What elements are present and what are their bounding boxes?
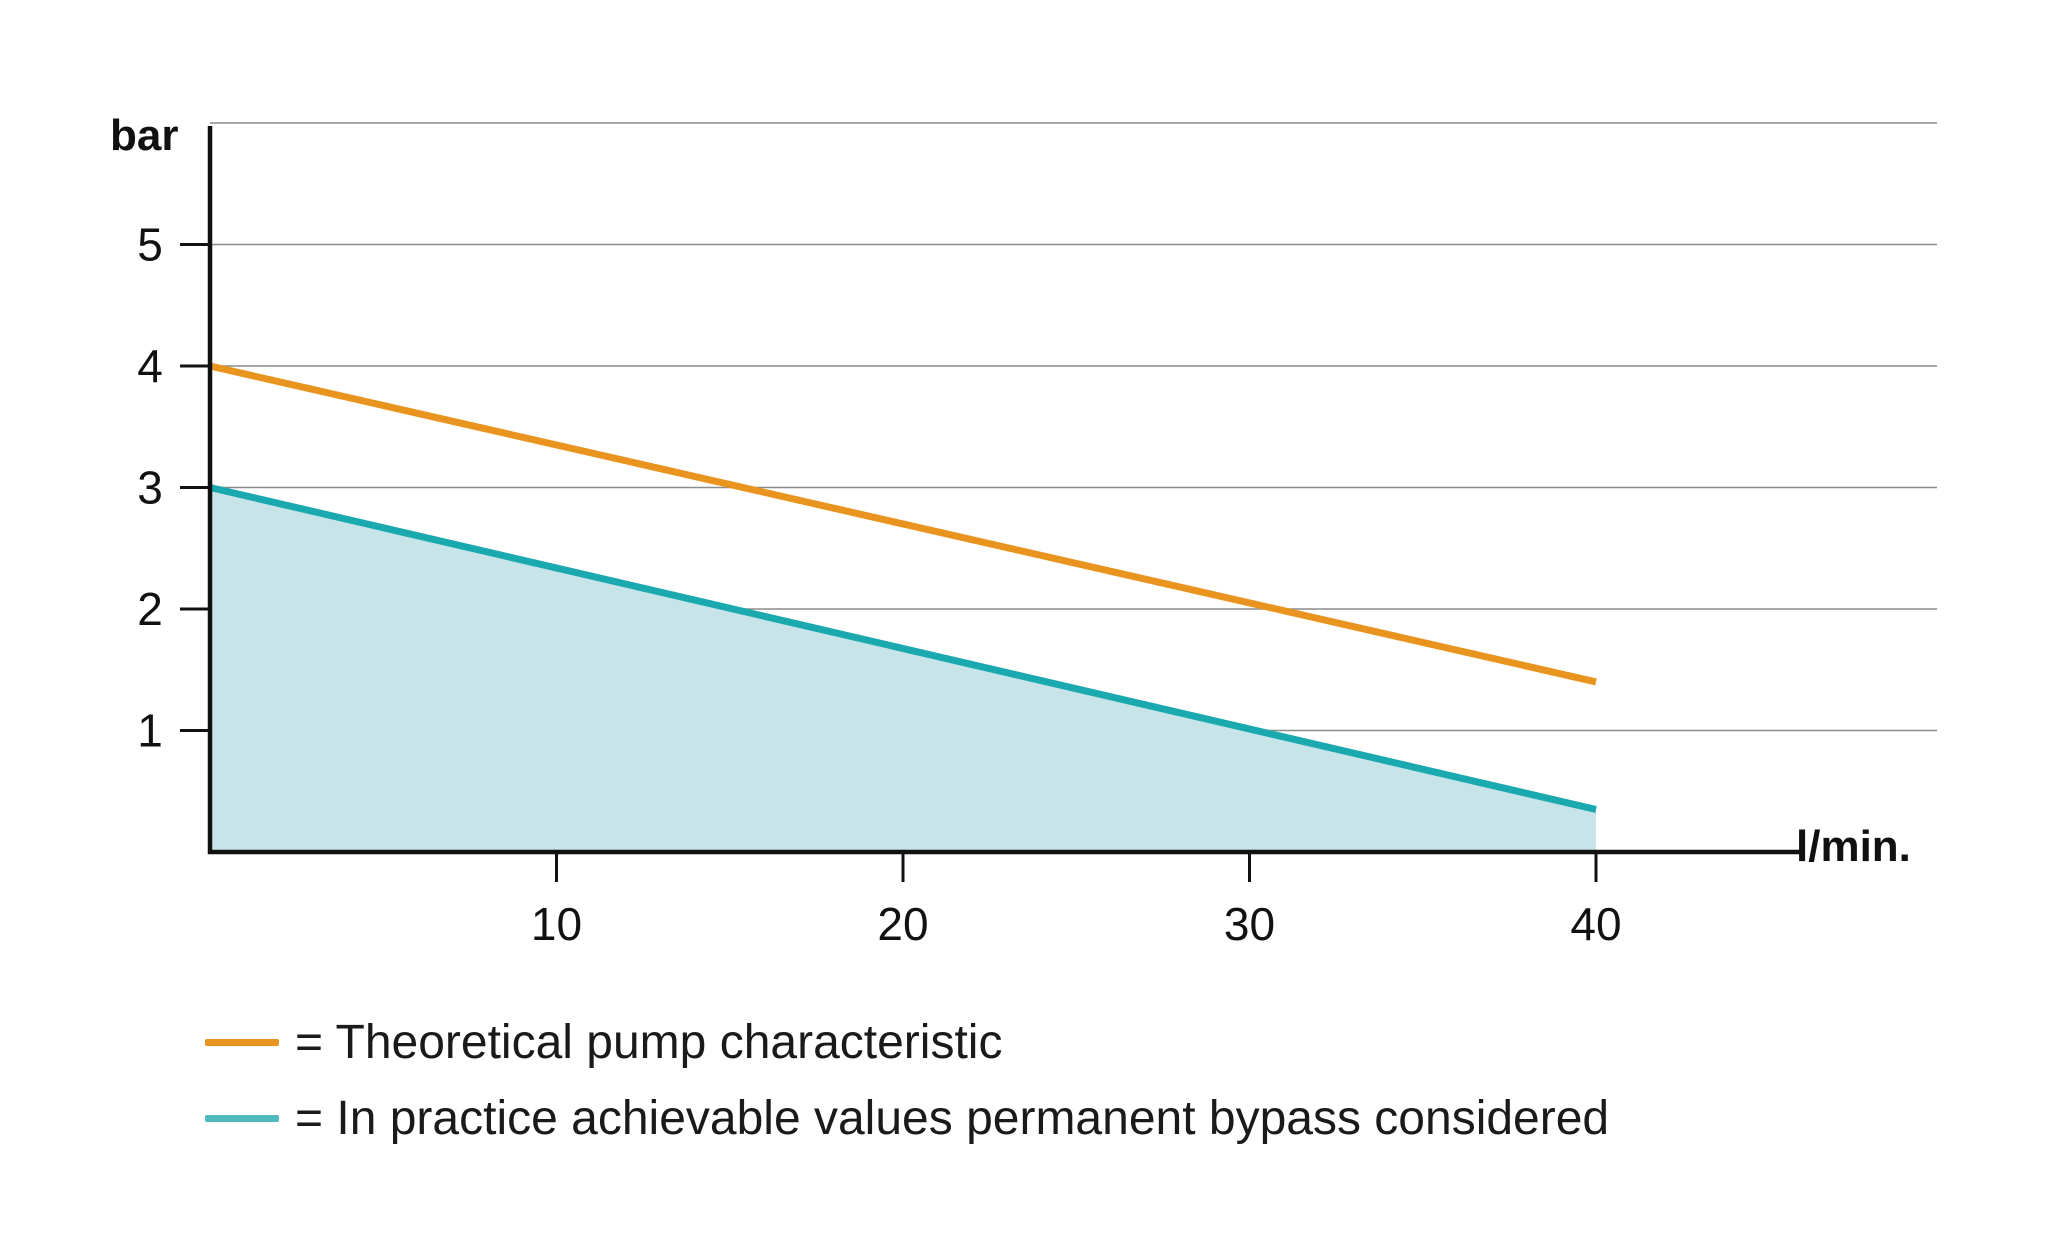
- x-tick-label-40: 40: [1570, 898, 1621, 950]
- x-tick-label-30: 30: [1224, 898, 1275, 950]
- y-tick-label-4: 4: [137, 340, 163, 392]
- series-line-0: [209, 362, 1597, 686]
- legend-item-practical: = In practice achievable values permanen…: [205, 1091, 1609, 1146]
- series-line-1: [209, 484, 1597, 813]
- legend-swatch-teal: [205, 1115, 279, 1122]
- y-tick-label-5: 5: [137, 219, 163, 271]
- fill-areas: [210, 487, 1596, 852]
- y-tick-label-3: 3: [137, 462, 163, 514]
- x-axis-label: l/min.: [1796, 822, 1911, 871]
- x-tick-label-10: 10: [531, 898, 582, 950]
- axes: [180, 126, 1803, 882]
- legend-swatch-orange: [205, 1039, 279, 1046]
- y-tick-label-1: 1: [137, 705, 163, 757]
- legend-label-practical: = In practice achievable values permanen…: [295, 1092, 1610, 1145]
- legend-label-theoretical: = Theoretical pump characteristic: [295, 1016, 1003, 1069]
- legend-item-theoretical: = Theoretical pump characteristic: [205, 1015, 1002, 1070]
- series-area-1: [210, 487, 1596, 852]
- series-lines: [209, 362, 1597, 813]
- tick-labels: 1 2 3 4 5 10 20 30 40: [137, 219, 1621, 951]
- x-tick-label-20: 20: [877, 898, 928, 950]
- y-axis-label: bar: [110, 111, 178, 160]
- y-tick-label-2: 2: [137, 583, 163, 635]
